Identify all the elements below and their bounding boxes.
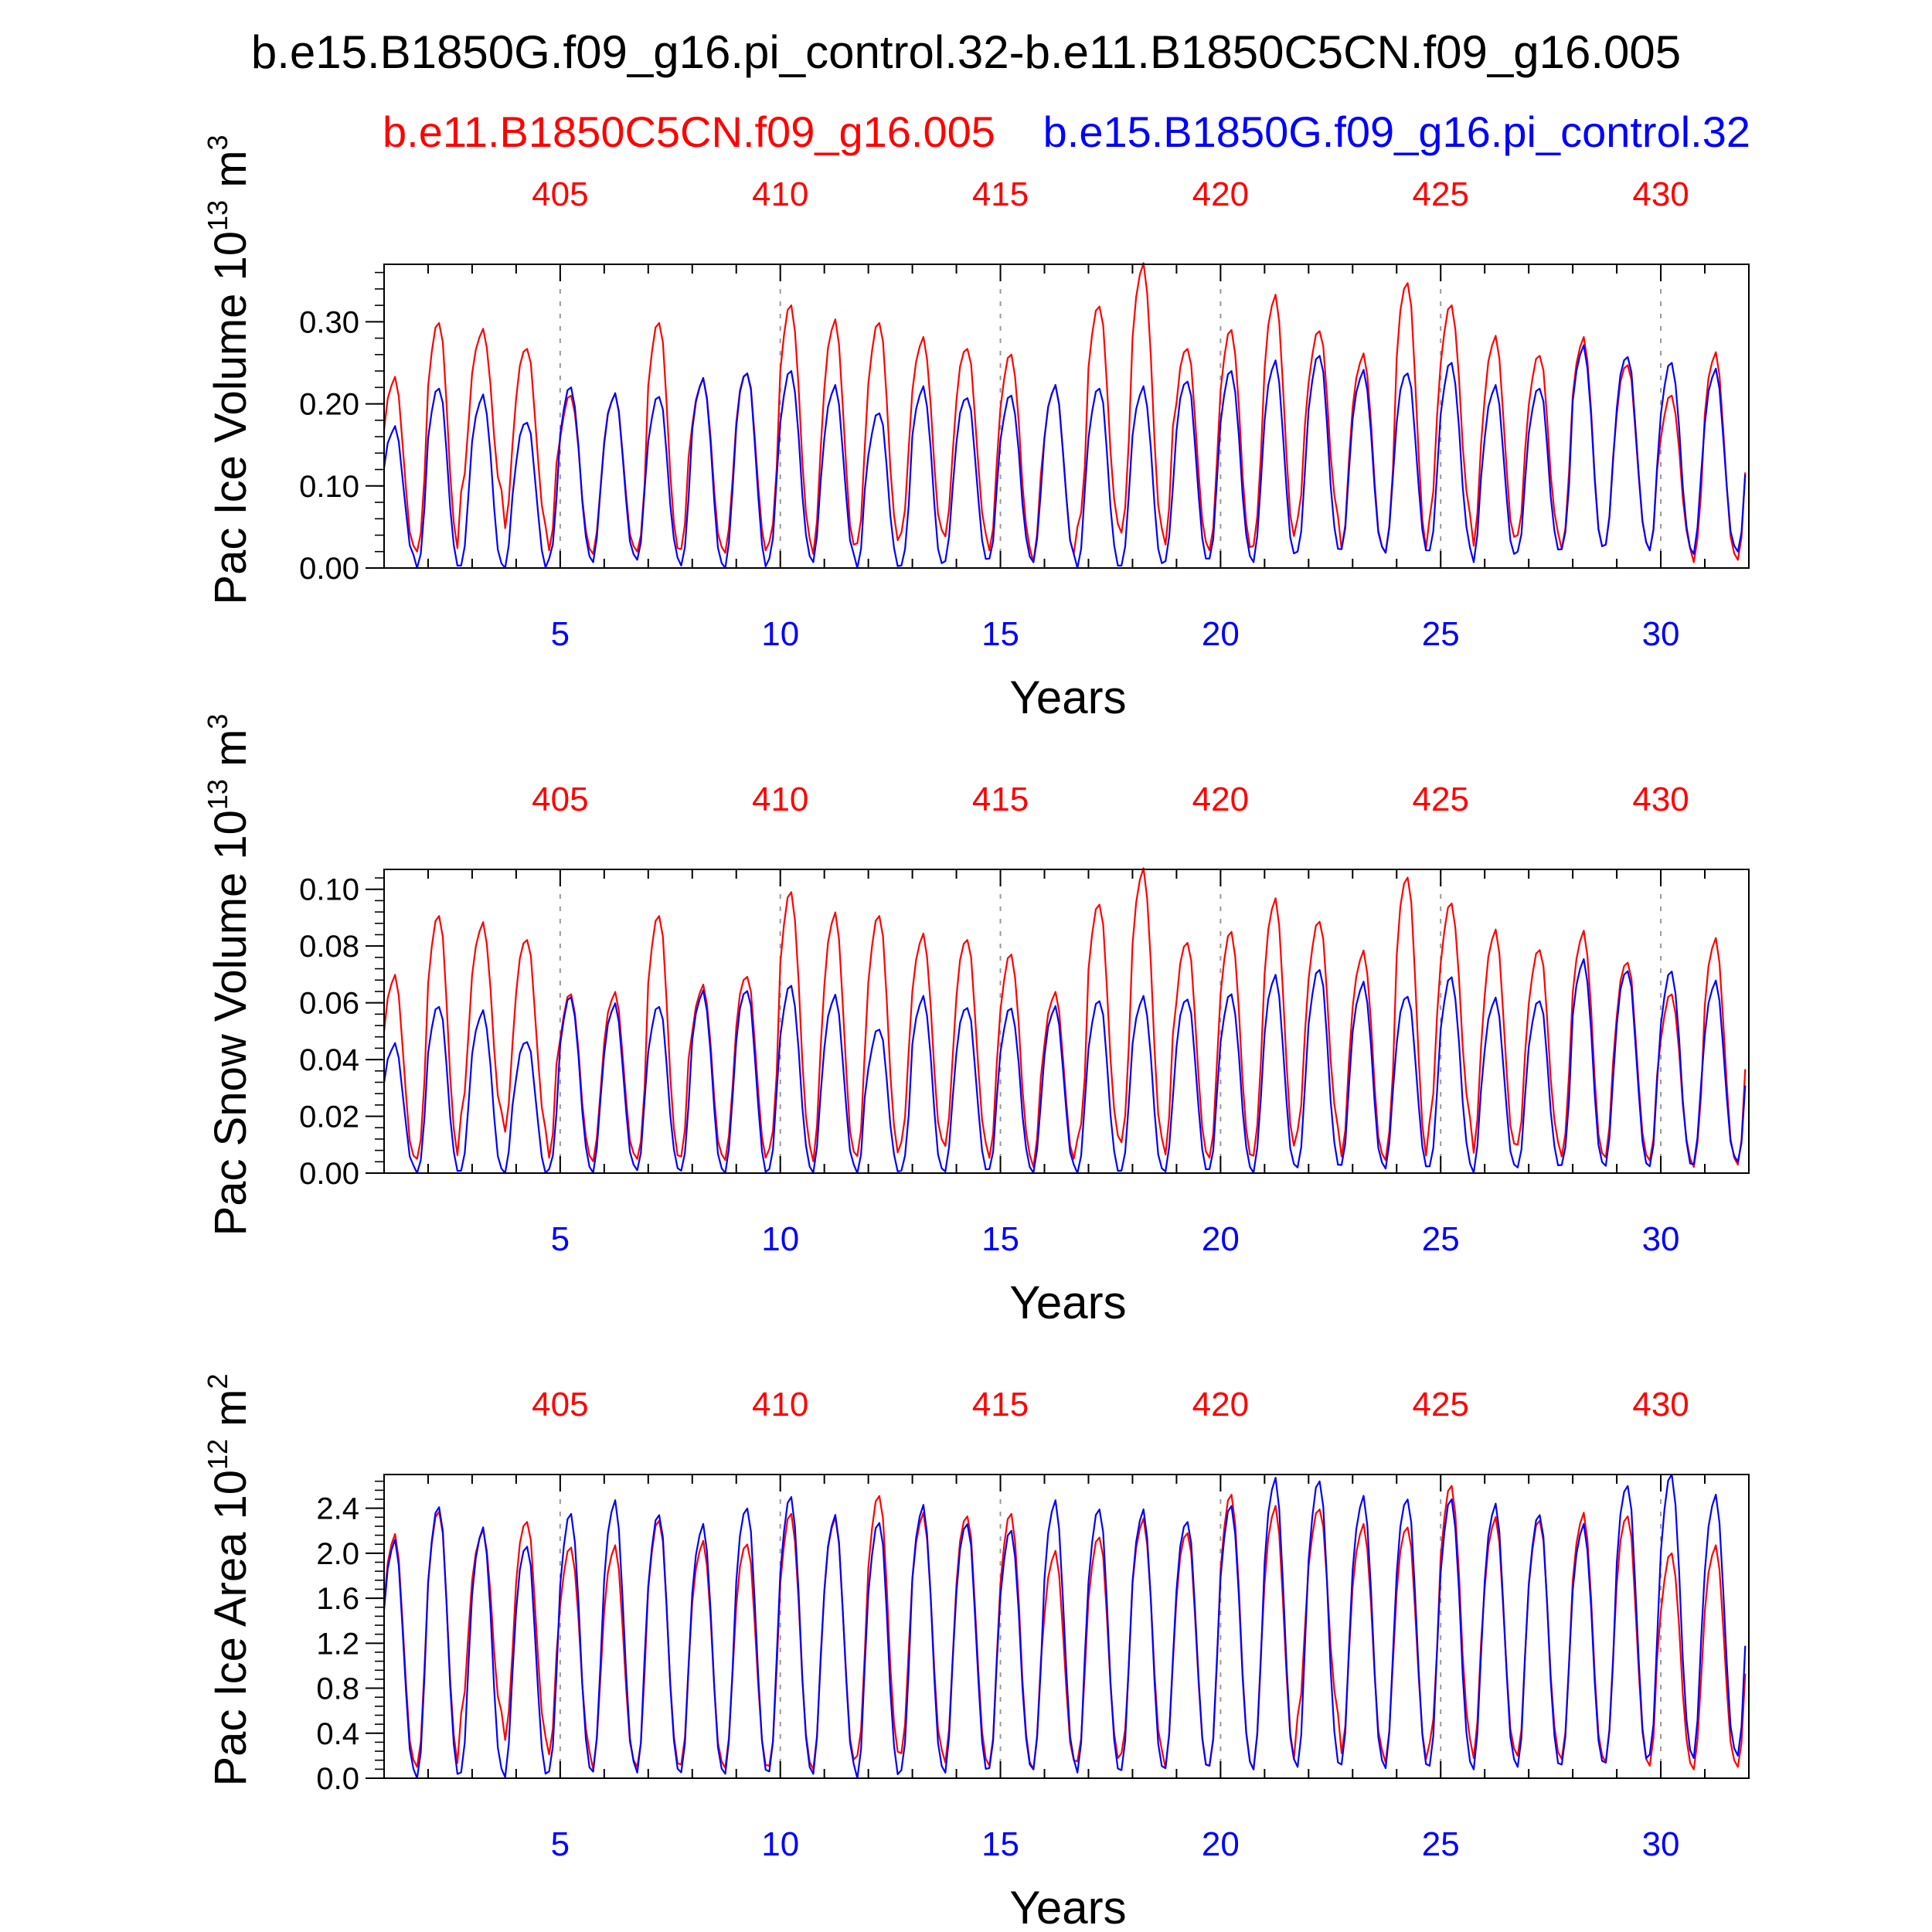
x-tick-label-top: 415 bbox=[972, 175, 1029, 213]
x-tick-label-bottom: 15 bbox=[981, 1825, 1019, 1863]
figure-title: b.e15.B1850G.f09_g16.pi_control.32-b.e11… bbox=[251, 26, 1681, 78]
x-tick-label-bottom: 15 bbox=[981, 615, 1019, 653]
x-tick-label-bottom: 5 bbox=[551, 1220, 570, 1258]
y-tick-label: 0.10 bbox=[299, 873, 359, 907]
x-tick-label-top: 425 bbox=[1413, 781, 1469, 818]
y-axis-label: Pac Ice Volume 1013 m3 bbox=[202, 134, 256, 604]
y-tick-label: 2.4 bbox=[316, 1492, 359, 1526]
plot-frame bbox=[383, 264, 1750, 569]
x-tick-label-bottom: 10 bbox=[761, 615, 799, 653]
y-tick-label: 1.6 bbox=[316, 1582, 359, 1616]
x-tick-label-bottom: 15 bbox=[981, 1220, 1019, 1258]
y-tick-label: 0.0 bbox=[316, 1762, 359, 1796]
x-tick-label-top: 430 bbox=[1632, 781, 1689, 818]
y-tick-label: 0.06 bbox=[299, 987, 359, 1021]
x-tick-label-bottom: 25 bbox=[1422, 1825, 1460, 1863]
y-tick-label: 0.02 bbox=[299, 1100, 359, 1134]
y-tick-label: 0.00 bbox=[299, 1157, 359, 1191]
x-tick-label-bottom: 30 bbox=[1642, 615, 1680, 653]
x-tick-label-bottom: 20 bbox=[1202, 615, 1240, 653]
x-tick-label-top: 430 bbox=[1632, 175, 1689, 213]
x-tick-label-bottom: 5 bbox=[551, 1825, 570, 1863]
legend-left-case: b.e11.B1850C5CN.f09_g16.005 bbox=[383, 107, 995, 156]
x-axis-label: Years bbox=[1009, 672, 1126, 723]
x-tick-label-bottom: 10 bbox=[761, 1825, 799, 1863]
x-tick-label-top: 410 bbox=[752, 175, 808, 213]
x-axis-label: Years bbox=[1009, 1882, 1126, 1932]
y-tick-label: 0.20 bbox=[299, 388, 359, 422]
x-tick-label-top: 420 bbox=[1192, 175, 1249, 213]
x-tick-label-bottom: 30 bbox=[1642, 1825, 1680, 1863]
y-tick-label: 0.10 bbox=[299, 470, 359, 504]
series-line-blue-case bbox=[383, 344, 1747, 570]
y-tick-label: 0.4 bbox=[316, 1717, 359, 1751]
ice-volume-panel: 0.00 0.10 0.20 0.30 5 10 15 20 25 30 405 410 415 420 4… bbox=[202, 134, 1750, 723]
x-tick-label-top: 410 bbox=[752, 781, 808, 818]
x-tick-label-bottom: 25 bbox=[1422, 615, 1460, 653]
x-tick-label-top: 415 bbox=[972, 781, 1029, 818]
x-tick-label-top: 410 bbox=[752, 1386, 808, 1423]
series-line-blue-case bbox=[383, 1473, 1747, 1780]
series-line-blue-case bbox=[383, 957, 1747, 1175]
x-tick-label-top: 420 bbox=[1192, 1386, 1249, 1423]
series-line-red-case bbox=[383, 262, 1747, 563]
y-tick-label: 0.00 bbox=[299, 552, 359, 586]
y-tick-label: 0.08 bbox=[299, 930, 359, 964]
y-tick-label: 0.30 bbox=[299, 305, 359, 339]
series-line-red-case bbox=[383, 1485, 1747, 1770]
series-line-red-case bbox=[383, 867, 1747, 1168]
x-axis-label: Years bbox=[1009, 1277, 1126, 1328]
y-axis-label: Pac Ice Area 1012 m2 bbox=[202, 1374, 256, 1787]
x-tick-label-top: 405 bbox=[532, 781, 588, 818]
y-tick-label: 0.8 bbox=[316, 1672, 359, 1706]
x-tick-label-bottom: 10 bbox=[761, 1220, 799, 1258]
snow-volume-panel: 0.00 0.02 0.04 0.06 0.08 0.10 5 10 15 20 25 30 405 41… bbox=[202, 714, 1750, 1328]
plot-frame bbox=[383, 1474, 1750, 1779]
x-tick-label-top: 430 bbox=[1632, 1386, 1689, 1423]
x-tick-label-top: 405 bbox=[532, 1386, 588, 1423]
plot-frame bbox=[383, 869, 1750, 1174]
x-tick-label-top: 405 bbox=[532, 175, 588, 213]
x-tick-label-bottom: 20 bbox=[1202, 1220, 1240, 1258]
x-tick-label-bottom: 25 bbox=[1422, 1220, 1460, 1258]
y-tick-label: 1.2 bbox=[316, 1627, 359, 1661]
y-tick-label: 0.04 bbox=[299, 1043, 359, 1077]
x-tick-label-bottom: 30 bbox=[1642, 1220, 1680, 1258]
ice-area-panel: 0.0 0.4 0.8 1.2 1.6 2.0 2.4 5 10 15 20 25 30 405 410 41… bbox=[202, 1374, 1750, 1932]
y-axis-label: Pac Snow Volume 1013 m3 bbox=[202, 714, 256, 1236]
y-tick-label: 2.0 bbox=[316, 1537, 359, 1571]
x-tick-label-top: 415 bbox=[972, 1386, 1029, 1423]
x-tick-label-top: 420 bbox=[1192, 781, 1249, 818]
x-tick-label-top: 425 bbox=[1413, 175, 1469, 213]
x-tick-label-bottom: 20 bbox=[1202, 1825, 1240, 1863]
x-tick-label-bottom: 5 bbox=[551, 615, 570, 653]
x-tick-label-top: 425 bbox=[1413, 1386, 1469, 1423]
legend-right-case: b.e15.B1850G.f09_g16.pi_control.32 bbox=[1043, 107, 1750, 156]
